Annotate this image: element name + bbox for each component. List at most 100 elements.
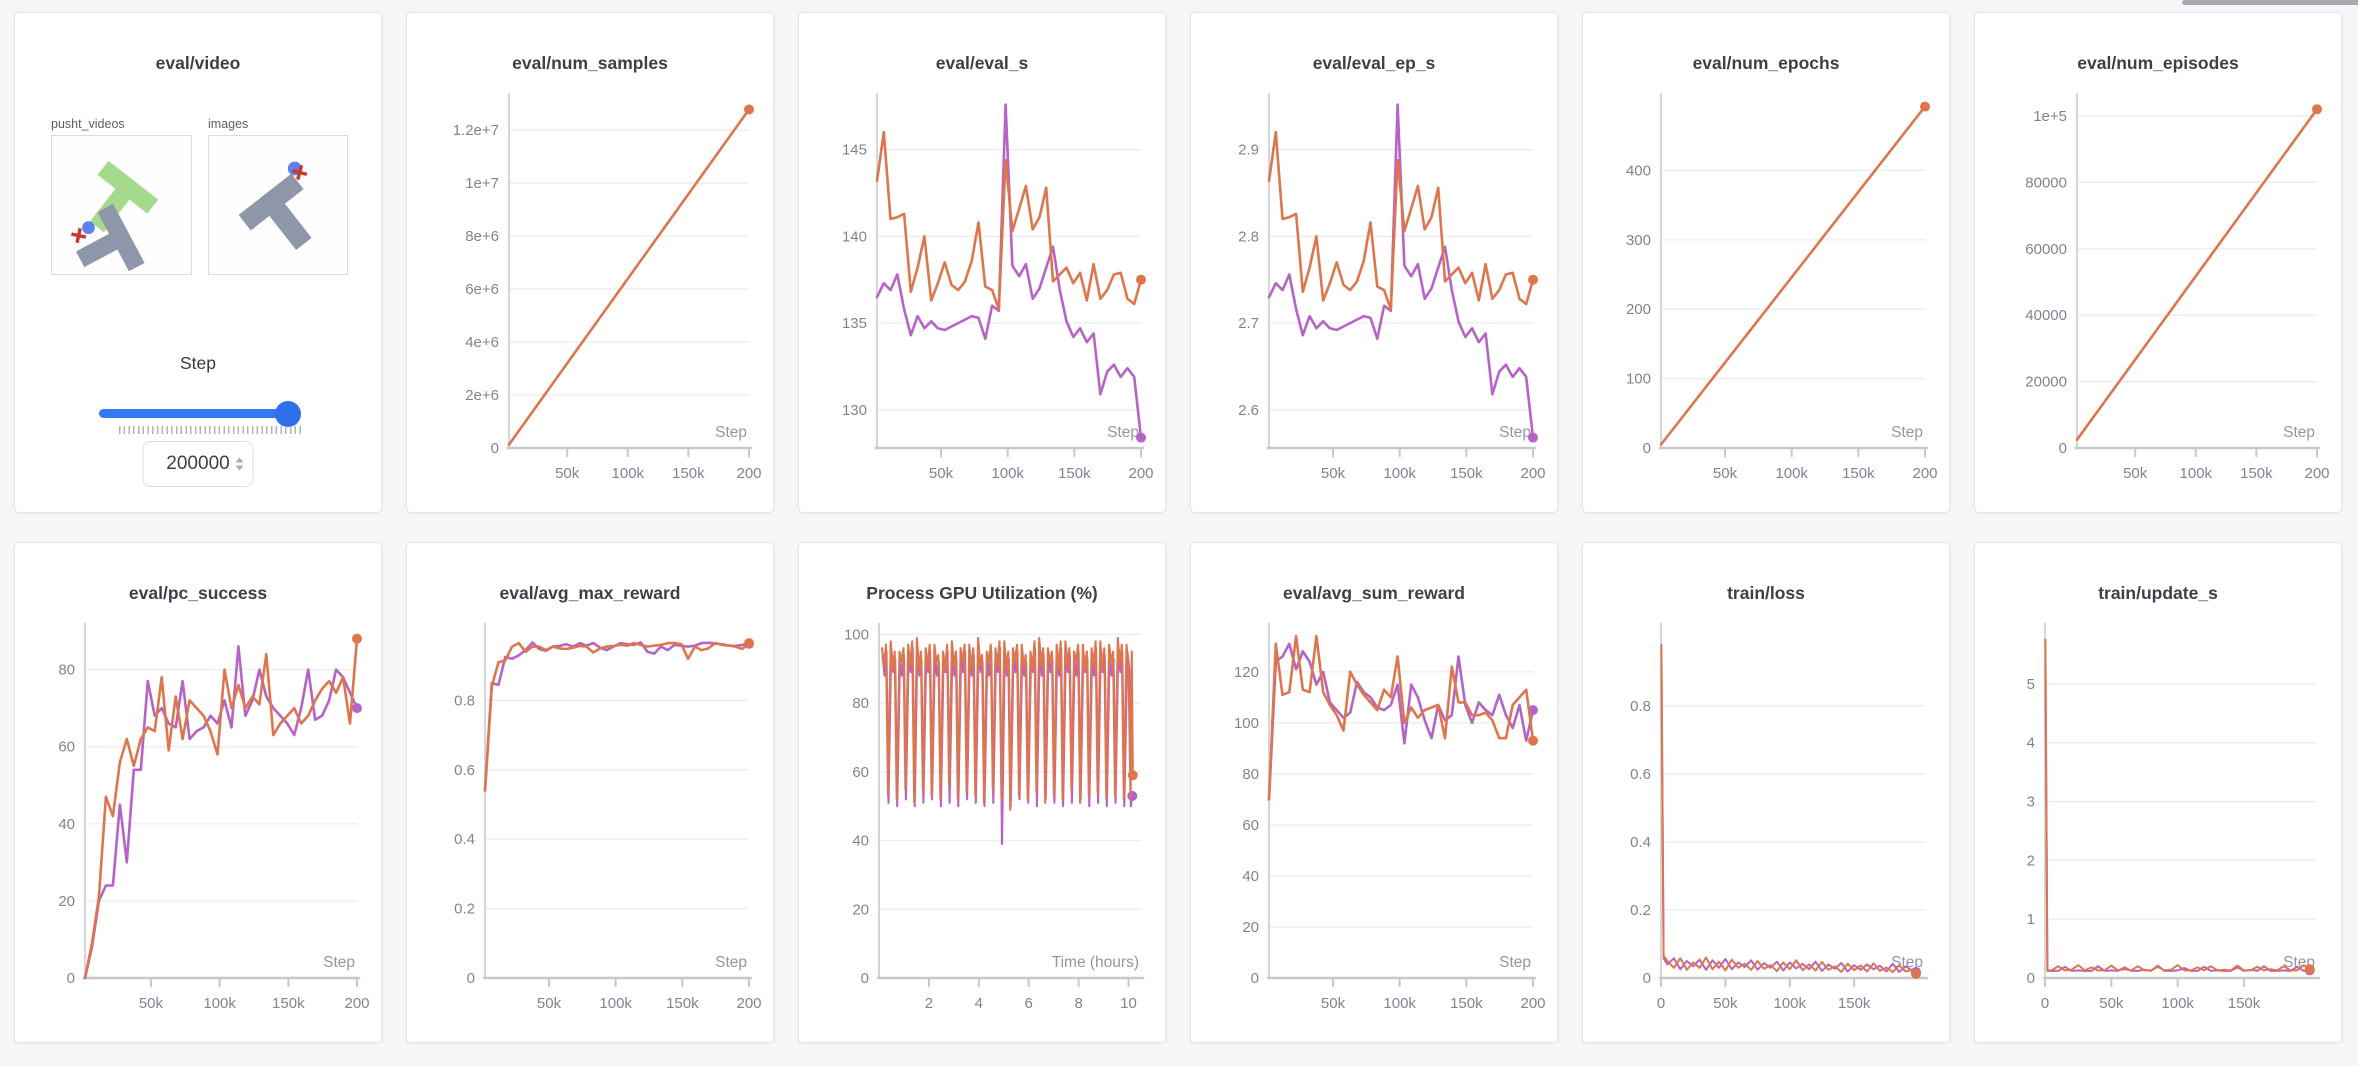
- svg-text:200: 200: [1520, 465, 1545, 482]
- chart-eval-num-epochs[interactable]: 0 100 200 300 400 50k 100k 150k 200 Step: [1583, 13, 1951, 514]
- svg-text:40000: 40000: [2025, 307, 2067, 324]
- images-thumbnail[interactable]: [208, 135, 348, 275]
- chart-title: train/update_s: [2098, 583, 2218, 603]
- chart-title: eval/num_samples: [512, 53, 668, 73]
- svg-text:50k: 50k: [555, 465, 580, 482]
- chart-title: eval/eval_s: [935, 53, 1029, 73]
- panel-eval-avg-max-reward: eval/avg_max_reward 0 0.2 0.4 0.6 0.8 50k 100k…: [406, 542, 774, 1043]
- svg-text:150k: 150k: [2240, 465, 2273, 482]
- panel-process-gpu-utilization: Process GPU Utilization (%) 0 20 40 60 80 100…: [798, 542, 1166, 1043]
- chart-title: eval/num_epochs: [1692, 53, 1840, 73]
- svg-text:Step: Step: [715, 954, 747, 971]
- panel-train-loss: train/loss 0 0.2 0.4 0.6 0.8 0 50k 100k 150k Step: [1582, 542, 1950, 1043]
- stepper-up-icon[interactable]: [235, 457, 244, 463]
- step-input[interactable]: 200000: [142, 441, 254, 487]
- svg-text:0: 0: [1657, 995, 1665, 1012]
- svg-text:2: 2: [2027, 852, 2035, 869]
- svg-text:200: 200: [1912, 465, 1937, 482]
- agent-dot: [82, 221, 95, 235]
- svg-text:100k: 100k: [991, 465, 1024, 482]
- chart-title: eval/pc_success: [128, 583, 268, 603]
- svg-text:0: 0: [861, 970, 869, 987]
- panel-eval-avg-sum-reward: eval/avg_sum_reward 0 20 40 60 80 100 120 50k 10…: [1190, 542, 1558, 1043]
- step-slider-heading: Step: [180, 353, 216, 373]
- svg-text:120: 120: [1234, 664, 1259, 681]
- chart-eval-eval-s[interactable]: 130 135 140 145 50k 100k 150k 200 Step: [799, 13, 1167, 514]
- chart-eval-eval-ep-s[interactable]: 2.6 2.7 2.8 2.9 50k 100k 150k 200 Step: [1191, 13, 1559, 514]
- svg-text:0: 0: [1643, 970, 1651, 987]
- svg-text:20: 20: [1242, 919, 1259, 936]
- svg-text:50k: 50k: [2099, 995, 2124, 1012]
- svg-text:Step: Step: [1891, 424, 1923, 441]
- svg-text:200: 200: [1626, 301, 1651, 318]
- panel-eval-num-epochs: eval/num_epochs 0 100 200 300 400 50k 100k 150k…: [1582, 12, 1950, 513]
- svg-text:1e+7: 1e+7: [465, 175, 499, 192]
- svg-text:400: 400: [1626, 162, 1651, 179]
- svg-text:100k: 100k: [203, 995, 236, 1012]
- svg-text:150k: 150k: [1842, 465, 1875, 482]
- svg-text:1e+5: 1e+5: [2033, 108, 2067, 125]
- svg-text:0.6: 0.6: [1630, 766, 1651, 783]
- svg-text:Step: Step: [1107, 424, 1139, 441]
- media-label-pusht-videos: pusht_videos: [51, 117, 125, 131]
- chart-eval-avg-sum-reward[interactable]: 0 20 40 60 80 100 120 50k 100k 150k 200 Step: [1191, 543, 1559, 1044]
- svg-text:80: 80: [58, 662, 75, 679]
- svg-text:100k: 100k: [2161, 995, 2194, 1012]
- step-slider[interactable]: [99, 400, 301, 427]
- svg-text:Step: Step: [1499, 424, 1531, 441]
- panel-grid: eval/video pusht_videos images: [14, 12, 2343, 1043]
- svg-text:20: 20: [58, 893, 75, 910]
- svg-text:0.2: 0.2: [454, 901, 475, 918]
- chart-process-gpu-utilization[interactable]: 0 20 40 60 80 100 2 4 6 8 10 Time (hours): [799, 543, 1167, 1044]
- svg-text:100: 100: [844, 626, 869, 643]
- chart-eval-pc-success[interactable]: 0 20 40 60 80 50k 100k 150k 200 Step: [15, 543, 383, 1044]
- svg-text:1: 1: [2027, 911, 2035, 928]
- svg-text:100k: 100k: [1774, 995, 1807, 1012]
- pusht-scene-render: [71, 160, 159, 272]
- panel-train-update-s: train/update_s 0 1 2 3 4 5 0 50k 100k 150k Step: [1974, 542, 2342, 1043]
- panel-eval-video: eval/video pusht_videos images: [14, 12, 382, 513]
- panel-eval-eval-ep-s: eval/eval_ep_s 2.6 2.7 2.8 2.9 50k 100k 150k 20…: [1190, 12, 1558, 513]
- svg-text:80000: 80000: [2025, 174, 2067, 191]
- svg-text:3: 3: [2027, 794, 2035, 811]
- svg-text:50k: 50k: [1321, 465, 1346, 482]
- horizontal-scrollbar-thumb[interactable]: [2182, 0, 2358, 5]
- svg-text:100k: 100k: [1775, 465, 1808, 482]
- svg-text:50k: 50k: [2123, 465, 2148, 482]
- svg-text:145: 145: [842, 142, 867, 159]
- chart-eval-avg-max-reward[interactable]: 0 0.2 0.4 0.6 0.8 50k 100k 150k 200 Step: [407, 543, 775, 1044]
- panel-eval-pc-success: eval/pc_success 0 20 40 60 80 50k 100k 150k 200 S…: [14, 542, 382, 1043]
- slider-handle[interactable]: [275, 400, 301, 427]
- pusht-image-render: [238, 161, 312, 251]
- svg-text:2.9: 2.9: [1238, 142, 1259, 159]
- svg-text:150k: 150k: [272, 995, 305, 1012]
- svg-text:8: 8: [1074, 995, 1082, 1012]
- svg-text:0.4: 0.4: [1630, 834, 1651, 851]
- chart-train-loss[interactable]: 0 0.2 0.4 0.6 0.8 0 50k 100k 150k Step: [1583, 543, 1951, 1044]
- svg-text:200: 200: [1520, 995, 1545, 1012]
- svg-text:150k: 150k: [1450, 465, 1483, 482]
- svg-text:50k: 50k: [929, 465, 954, 482]
- svg-text:2e+6: 2e+6: [465, 387, 499, 404]
- svg-text:50k: 50k: [1321, 995, 1346, 1012]
- chart-title: Process GPU Utilization (%): [866, 583, 1098, 603]
- svg-text:60: 60: [852, 764, 869, 781]
- stepper-down-icon[interactable]: [235, 465, 244, 471]
- chart-eval-num-episodes[interactable]: 0 20000 40000 60000 80000 1e+5 50k 100k 150k 200 S…: [1975, 13, 2343, 514]
- svg-text:100k: 100k: [1383, 995, 1416, 1012]
- pusht-videos-thumbnail[interactable]: [51, 135, 192, 275]
- svg-text:20000: 20000: [2025, 374, 2067, 391]
- svg-text:60: 60: [58, 739, 75, 756]
- svg-text:Time (hours): Time (hours): [1052, 954, 1139, 971]
- svg-text:200: 200: [2304, 465, 2329, 482]
- svg-text:4: 4: [2027, 735, 2035, 752]
- svg-text:0.2: 0.2: [1630, 902, 1651, 919]
- slider-ruler-ticks: [119, 426, 301, 434]
- svg-text:0.4: 0.4: [454, 831, 475, 848]
- svg-text:80: 80: [852, 695, 869, 712]
- svg-text:4: 4: [975, 995, 983, 1012]
- chart-eval-num-samples[interactable]: 0 2e+6 4e+6 6e+6 8e+6 1e+7 1.2e+7 50k 100k 150k 20…: [407, 13, 775, 514]
- chart-title: eval/avg_max_reward: [499, 583, 681, 603]
- svg-text:100k: 100k: [2180, 465, 2213, 482]
